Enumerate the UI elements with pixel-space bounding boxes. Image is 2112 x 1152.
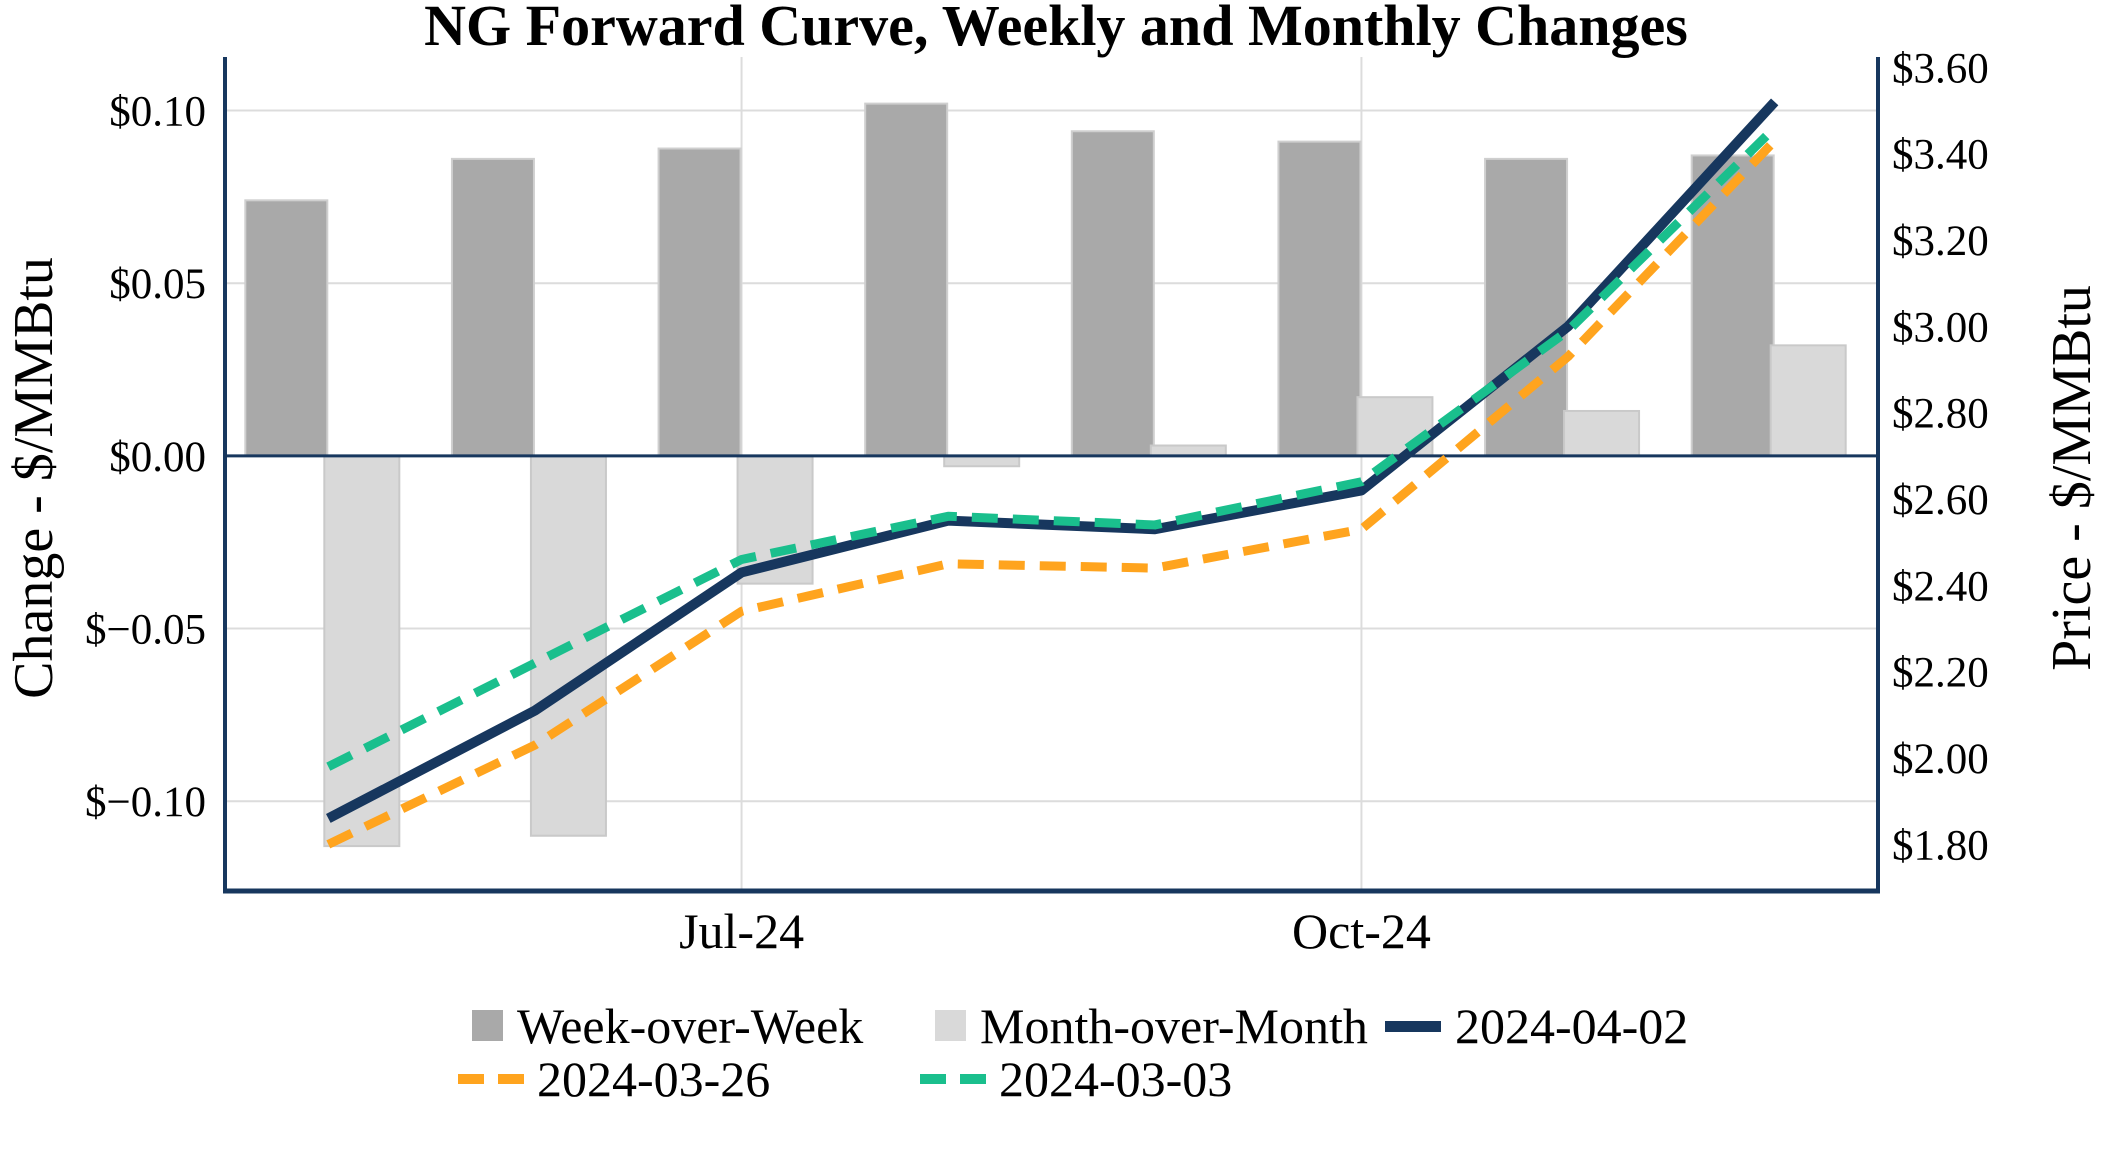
wow-bar: [864, 102, 949, 457]
right-axis-tick-label: $2.80: [1892, 391, 1989, 438]
wow-bar: [1277, 140, 1362, 457]
left-axis-tick-label: $0.00: [109, 434, 206, 481]
right-axis-tick-label: $3.00: [1892, 304, 1989, 351]
right-axis-tick-label: $1.80: [1892, 822, 1989, 869]
right-axis-tick-label: $3.20: [1892, 218, 1989, 265]
right-axis-tick-label: $2.60: [1892, 477, 1989, 524]
wow-bar: [1070, 130, 1155, 457]
wow-bar: [657, 147, 742, 457]
right-axis-tick-label: $2.20: [1892, 650, 1989, 697]
left-axis-tick-label: $−0.10: [85, 779, 206, 826]
x-axis-tick-label: Oct-24: [1292, 903, 1431, 959]
mom-bar: [323, 454, 401, 848]
wow-bar: [244, 199, 329, 457]
wow-bar: [1484, 157, 1569, 457]
mom-bar: [1563, 409, 1641, 457]
right-axis-tick-label: $3.40: [1892, 132, 1989, 179]
price-line-2024-03-03: [326, 124, 1778, 771]
mom-bar: [1149, 444, 1227, 457]
chart-title: NG Forward Curve, Weekly and Monthly Cha…: [424, 0, 1688, 58]
left-axis-tick-label: $0.10: [109, 89, 206, 136]
wow-bar: [450, 157, 535, 457]
price-line-2024-04-02: [325, 98, 1779, 823]
x-axis-tick-label: Jul-24: [679, 903, 804, 959]
right-axis-tick-label: $2.40: [1892, 563, 1989, 610]
left-axis-tick-label: $−0.05: [85, 607, 206, 654]
right-axis-tick-label: $3.60: [1892, 45, 1989, 92]
right-axis-tick-label: $2.00: [1892, 736, 1989, 783]
left-axis-tick-label: $0.05: [109, 261, 206, 308]
price-line-2024-03-26: [326, 137, 1778, 849]
mom-bar: [1769, 344, 1847, 457]
mom-bar: [943, 454, 1021, 468]
